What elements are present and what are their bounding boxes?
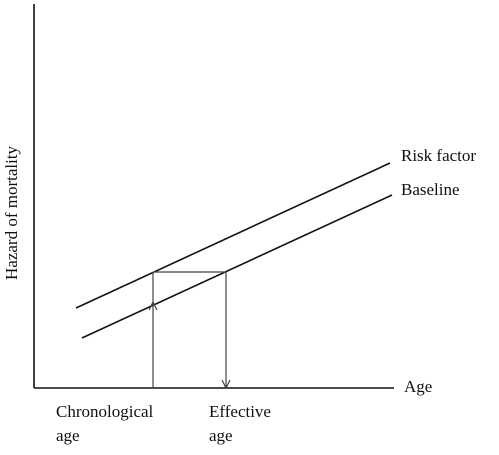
baseline-label: Baseline (401, 180, 460, 199)
effective-age-arrowhead (221, 379, 231, 390)
chronological-age-label-line1: Chronological (56, 402, 154, 421)
chronological-age-label-line2: age (56, 426, 80, 445)
y-axis-label: Hazard of mortality (2, 145, 21, 280)
effective-age-label-line2: age (209, 426, 233, 445)
x-axis-label: Age (404, 377, 433, 396)
risk-factor-line (75, 162, 391, 309)
chronological-age-arrowhead (148, 300, 158, 311)
effective-age-label-line1: Effective (209, 402, 271, 421)
baseline-line (81, 194, 393, 339)
risk-factor-label: Risk factor (401, 146, 477, 165)
